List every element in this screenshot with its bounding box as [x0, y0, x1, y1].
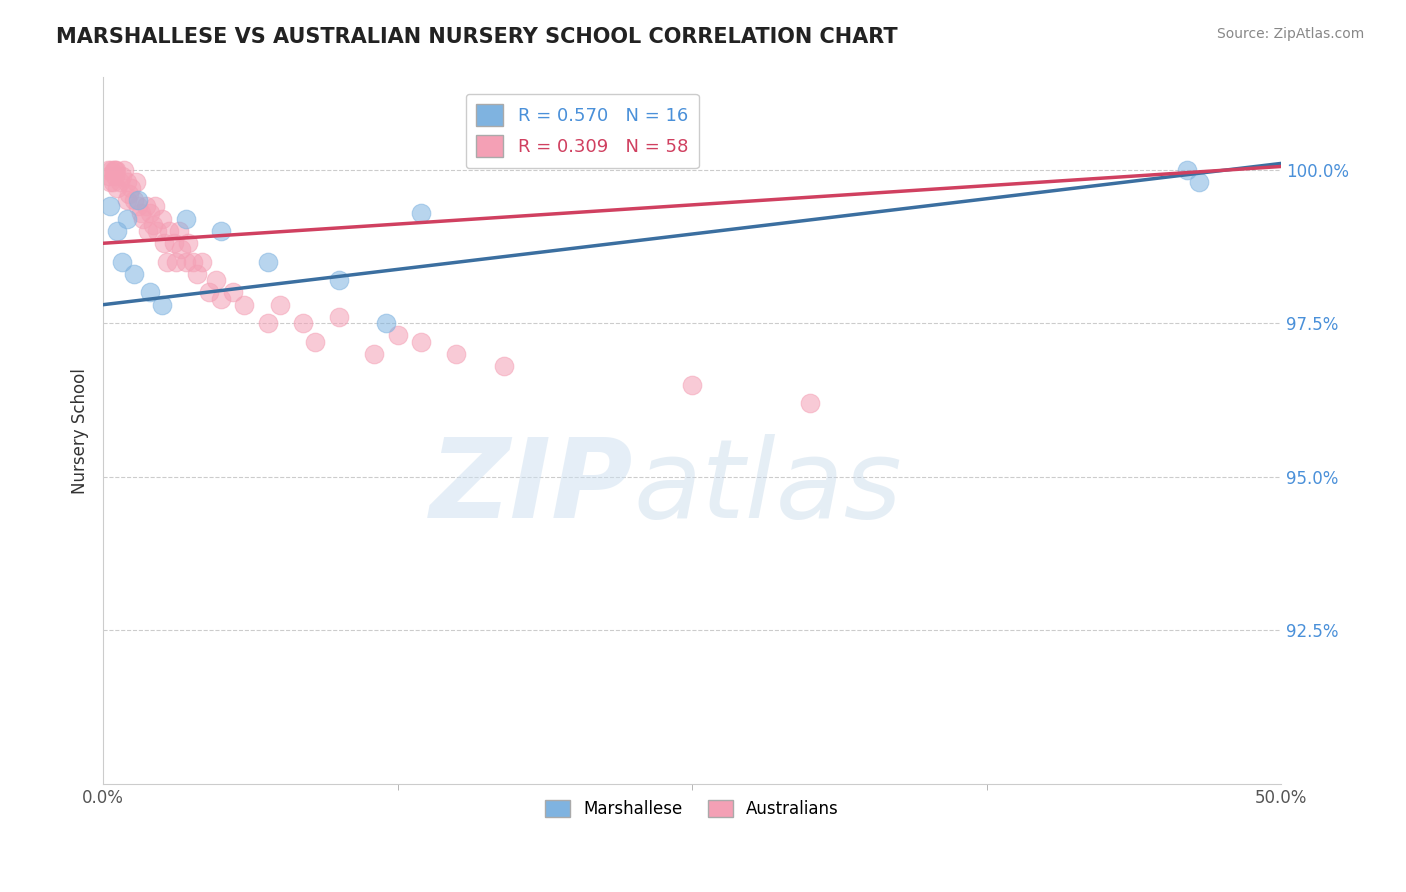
- Point: [115, 211, 138, 226]
- Point: [209, 224, 232, 238]
- Text: ZIP: ZIP: [430, 434, 633, 541]
- Point: [799, 396, 821, 410]
- Point: [170, 243, 193, 257]
- Point: [98, 169, 121, 183]
- Point: [681, 377, 703, 392]
- Point: [105, 224, 128, 238]
- Point: [492, 359, 515, 373]
- Point: [411, 205, 433, 219]
- Point: [108, 175, 131, 189]
- Point: [157, 224, 180, 238]
- Point: [125, 175, 148, 189]
- Point: [143, 199, 166, 213]
- Point: [120, 181, 142, 195]
- Point: [411, 334, 433, 349]
- Point: [139, 285, 162, 300]
- Point: [174, 254, 197, 268]
- Point: [104, 162, 127, 177]
- Point: [122, 267, 145, 281]
- Point: [118, 187, 141, 202]
- Point: [269, 298, 291, 312]
- Point: [181, 254, 204, 268]
- Point: [98, 175, 121, 189]
- Point: [209, 292, 232, 306]
- Point: [191, 254, 214, 268]
- Point: [115, 175, 138, 189]
- Point: [163, 236, 186, 251]
- Point: [97, 162, 120, 177]
- Point: [105, 162, 128, 177]
- Point: [127, 199, 149, 213]
- Point: [150, 211, 173, 226]
- Point: [233, 298, 256, 312]
- Y-axis label: Nursery School: Nursery School: [72, 368, 89, 493]
- Point: [446, 347, 468, 361]
- Text: Source: ZipAtlas.com: Source: ZipAtlas.com: [1216, 27, 1364, 41]
- Legend: Marshallese, Australians: Marshallese, Australians: [538, 793, 845, 825]
- Point: [135, 199, 157, 213]
- Point: [100, 162, 122, 177]
- Point: [174, 211, 197, 226]
- Point: [165, 254, 187, 268]
- Point: [328, 273, 350, 287]
- Point: [139, 205, 162, 219]
- Text: MARSHALLESE VS AUSTRALIAN NURSERY SCHOOL CORRELATION CHART: MARSHALLESE VS AUSTRALIAN NURSERY SCHOOL…: [56, 27, 898, 46]
- Point: [111, 254, 134, 268]
- Point: [186, 267, 208, 281]
- Point: [167, 224, 190, 238]
- Point: [146, 224, 169, 238]
- Point: [1187, 175, 1209, 189]
- Point: [132, 211, 155, 226]
- Point: [257, 316, 280, 330]
- Point: [104, 169, 127, 183]
- Point: [221, 285, 243, 300]
- Point: [374, 316, 396, 330]
- Point: [105, 181, 128, 195]
- Point: [198, 285, 221, 300]
- Point: [112, 162, 135, 177]
- Point: [101, 175, 124, 189]
- Point: [150, 298, 173, 312]
- Point: [257, 254, 280, 268]
- Point: [1175, 162, 1198, 177]
- Point: [328, 310, 350, 324]
- Point: [142, 218, 165, 232]
- Point: [156, 254, 179, 268]
- Point: [129, 205, 152, 219]
- Point: [363, 347, 385, 361]
- Point: [387, 328, 409, 343]
- Point: [98, 199, 121, 213]
- Point: [127, 194, 149, 208]
- Point: [115, 194, 138, 208]
- Point: [205, 273, 228, 287]
- Point: [177, 236, 200, 251]
- Point: [122, 194, 145, 208]
- Point: [103, 162, 125, 177]
- Text: atlas: atlas: [633, 434, 901, 541]
- Point: [111, 169, 134, 183]
- Point: [136, 224, 159, 238]
- Point: [153, 236, 176, 251]
- Point: [292, 316, 315, 330]
- Point: [304, 334, 326, 349]
